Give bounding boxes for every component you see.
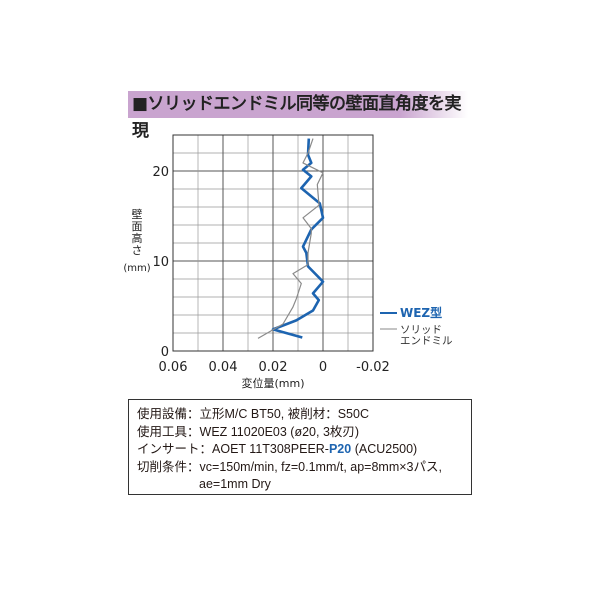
y-tick-label: 20 — [152, 165, 169, 180]
plot-frame — [172, 134, 374, 352]
x-tick-label: -0.02 — [356, 360, 390, 375]
y-axis-label-char: 高 — [132, 231, 143, 245]
y-tick-label: 10 — [152, 255, 169, 270]
condition-cutting-cont: ae=1mm Dry — [137, 476, 471, 494]
section-title: ■ソリッドエンドミル同等の壁面直角度を実現 — [128, 91, 468, 141]
y-axis-label-unit: (mm) — [123, 263, 150, 274]
label: 使用設備： — [137, 407, 200, 421]
value: AOET 11T308PEER- — [212, 442, 329, 456]
series-wez-line — [271, 138, 325, 339]
x-axis-label: 変位量(mm) — [241, 376, 304, 390]
condition-tool: 使用工具：WEZ 11020E03 (ø20, 3枚刃) — [137, 424, 471, 442]
x-tick-label: 0.02 — [259, 360, 288, 375]
value: ae=1mm Dry — [199, 477, 271, 491]
legend-label: エンドミル — [400, 335, 453, 347]
label: 使用工具： — [137, 424, 200, 439]
test-conditions-box: 使用設備：立形M/C BT50, 被削材：S50C 使用工具：WEZ 11020… — [128, 399, 472, 495]
label: インサート： — [137, 442, 213, 456]
series-solid-endmill-line — [257, 138, 324, 339]
label: 切削条件： — [137, 459, 200, 474]
y-axis-label-char: さ — [132, 244, 143, 257]
value: WEZ 11020E03 (ø20, 3枚刃) — [199, 424, 360, 439]
x-tick-label: 0.04 — [209, 360, 238, 375]
x-tick-label: 0.06 — [159, 360, 188, 375]
value: (ACU2500) — [351, 442, 418, 456]
y-axis-label-char: 壁 — [132, 207, 143, 221]
x-tick-label: 0 — [319, 360, 327, 375]
legend-label: ソリッド — [400, 324, 442, 336]
grade: P20 — [328, 442, 352, 456]
legend-label: WEZ型 — [400, 305, 442, 320]
y-axis-label-char: 面 — [132, 220, 143, 233]
value: 立形M/C BT50, 被削材：S50C — [199, 407, 369, 421]
value: vc=150m/min, fz=0.1mm/t, ap=8mm×3パス, — [199, 459, 442, 474]
y-tick-label: 0 — [161, 345, 169, 360]
condition-equipment: 使用設備：立形M/C BT50, 被削材：S50C — [137, 406, 471, 424]
condition-insert: インサート：AOET 11T308PEER-P20 (ACU2500) — [137, 441, 471, 459]
condition-cutting: 切削条件：vc=150m/min, fz=0.1mm/t, ap=8mm×3パス… — [137, 459, 471, 477]
